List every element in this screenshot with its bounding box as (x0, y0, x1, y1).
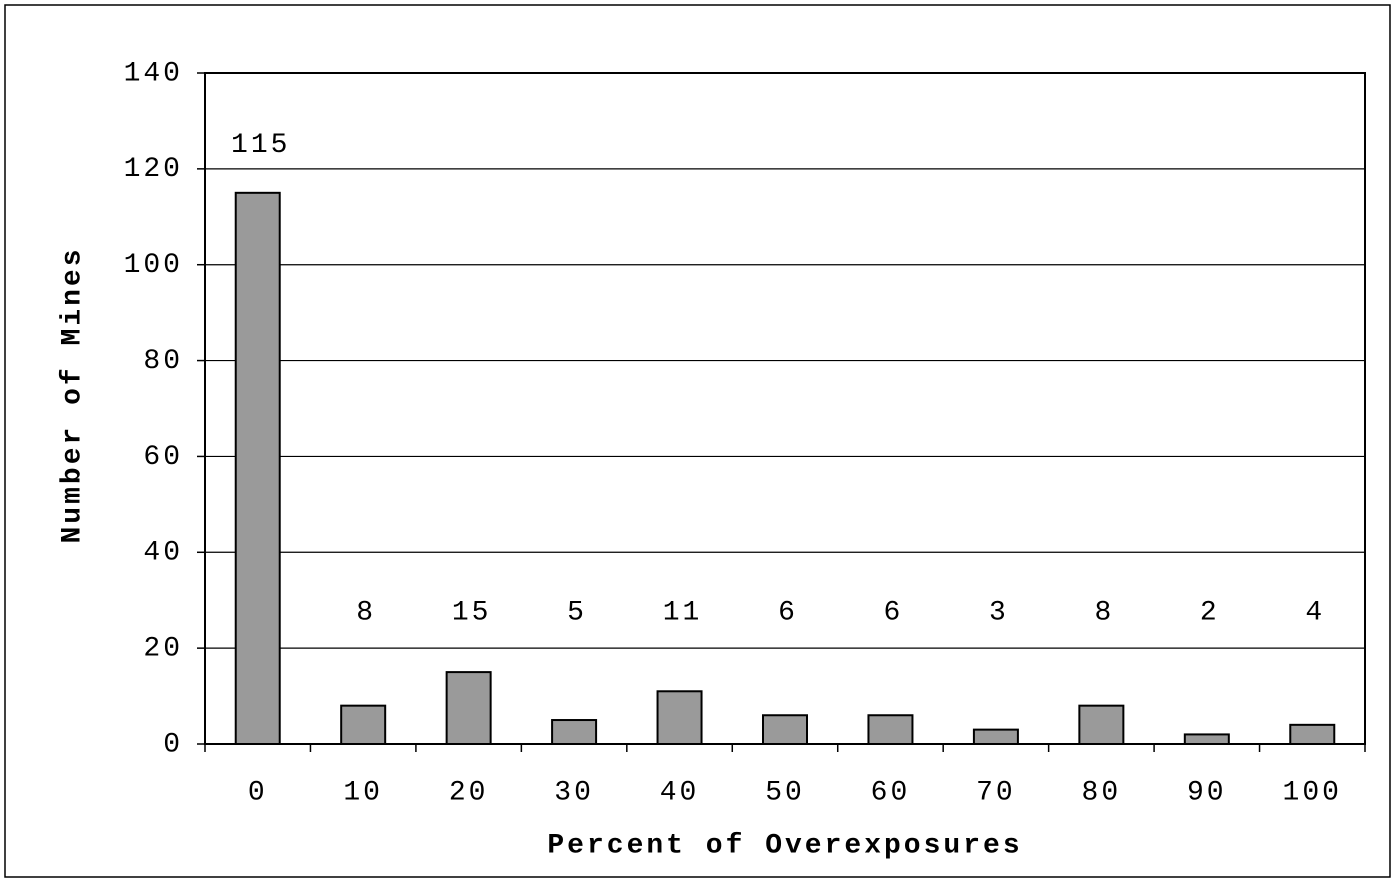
x-tick-label: 80 (1082, 777, 1122, 808)
y-tick-label: 20 (143, 634, 183, 665)
chart-frame (4, 4, 1391, 878)
y-tick-label: 0 (163, 729, 183, 760)
data-label: 15 (452, 597, 492, 628)
bar (445, 671, 492, 745)
bar (656, 690, 703, 745)
data-label: 115 (231, 130, 290, 161)
data-label: 4 (1305, 597, 1325, 628)
bar (972, 728, 1019, 745)
x-tick-label: 100 (1283, 777, 1342, 808)
data-label: 6 (884, 597, 904, 628)
x-tick-label: 10 (343, 777, 383, 808)
x-tick-label: 0 (248, 777, 268, 808)
y-tick-label: 140 (124, 58, 183, 89)
bar (1289, 723, 1336, 745)
y-tick-label: 120 (124, 154, 183, 185)
bar (762, 714, 808, 746)
y-tick-label: 40 (143, 538, 183, 569)
data-label: 5 (567, 597, 587, 628)
x-tick-label: 20 (449, 777, 489, 808)
x-tick-label: 70 (976, 777, 1016, 808)
y-tick-label: 100 (124, 250, 183, 281)
data-label: 8 (1094, 597, 1114, 628)
x-tick-label: 40 (660, 777, 700, 808)
bar (1078, 704, 1125, 746)
x-axis-title: Percent of Overexposures (547, 830, 1022, 861)
data-label: 2 (1200, 597, 1220, 628)
data-label: 11 (663, 597, 703, 628)
data-label: 6 (778, 597, 798, 628)
x-tick-label: 50 (765, 777, 805, 808)
y-tick-label: 60 (143, 442, 183, 473)
bar (1183, 733, 1230, 746)
bar (234, 191, 281, 746)
data-label: 8 (356, 597, 376, 628)
x-tick-label: 60 (871, 777, 911, 808)
y-tick-label: 80 (143, 346, 183, 377)
bar (551, 719, 598, 745)
x-tick-label: 90 (1187, 777, 1227, 808)
bar (340, 704, 387, 746)
bar (867, 714, 914, 746)
y-axis-title: Number of Mines (57, 246, 88, 543)
x-tick-label: 30 (554, 777, 594, 808)
data-label: 3 (989, 597, 1009, 628)
